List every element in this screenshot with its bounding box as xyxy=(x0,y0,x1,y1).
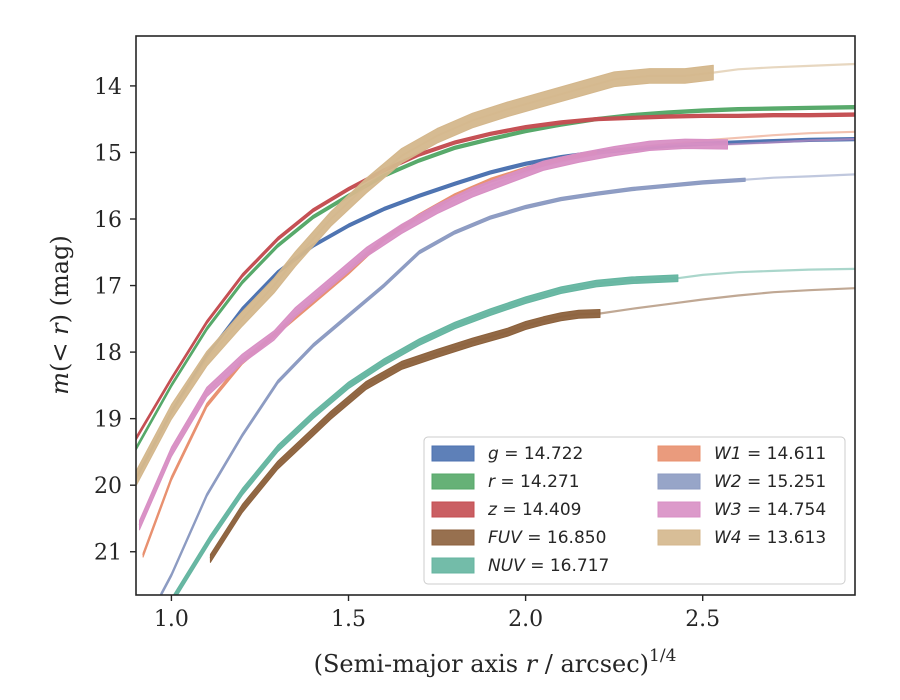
legend-swatch-w4 xyxy=(657,529,701,546)
series-w2-measured-band xyxy=(160,177,746,595)
legend-swatch-w1 xyxy=(657,445,701,462)
series-w3 xyxy=(138,138,855,531)
legend-entry-z: z = 14.409 xyxy=(487,500,581,520)
y-tick-label: 16 xyxy=(94,208,122,233)
y-tick-label: 21 xyxy=(94,541,122,566)
series-w2 xyxy=(159,173,855,595)
x-tick-label: 2.0 xyxy=(508,607,543,632)
legend-swatch-w3 xyxy=(657,501,701,518)
legend-entry-w1: W1 = 14.611 xyxy=(714,444,826,464)
series-nuv-measured-band xyxy=(172,274,679,595)
y-axis-label: m(< r) (mag) xyxy=(46,235,74,395)
legend-swatch-z xyxy=(431,501,475,518)
legend-swatch-fuv xyxy=(431,529,475,546)
legend-entry-w3: W3 = 14.754 xyxy=(714,500,826,520)
legend-swatch-nuv xyxy=(431,557,475,574)
series-nuv xyxy=(172,267,855,595)
y-tick-label: 14 xyxy=(94,75,122,100)
x-tick-label: 1.0 xyxy=(154,607,189,632)
legend-entry-w2: W2 = 15.251 xyxy=(714,472,826,492)
legend-entry-nuv: NUV = 16.717 xyxy=(488,556,609,576)
series-layer xyxy=(136,62,855,595)
legend-box xyxy=(423,436,846,585)
y-tick-label: 18 xyxy=(94,341,122,366)
y-tick-label: 17 xyxy=(94,275,122,300)
series-w3-measured-band xyxy=(139,138,728,531)
legend-swatch-g xyxy=(431,445,475,462)
y-tick-label: 19 xyxy=(94,408,122,433)
legend: g = 14.722 r = 14.271 z = 14.409 FUV = 16.8… xyxy=(423,436,846,585)
plot-frame xyxy=(135,35,856,596)
series-fuv xyxy=(209,287,855,563)
legend-entry-fuv: FUV = 16.850 xyxy=(488,528,606,548)
y-tick-label: 15 xyxy=(94,141,122,166)
legend-entry-w4: W4 = 13.613 xyxy=(714,528,826,548)
ticks-layer: 1.0 1.5 2.0 2.5 14 15 16 17 18 19 20 21 xyxy=(94,75,720,632)
series-w4 xyxy=(136,62,855,487)
series-fuv-measured-band xyxy=(209,309,601,563)
x-axis-label: (Semi-major axis r / arcsec)1/4 xyxy=(314,646,677,678)
legend-swatch-w2 xyxy=(657,473,701,490)
y-tick-label: 20 xyxy=(94,474,122,499)
x-tick-label: 1.5 xyxy=(331,607,366,632)
x-tick-label: 2.5 xyxy=(685,607,720,632)
legend-entry-r: r = 14.271 xyxy=(488,472,580,492)
legend-entry-g: g = 14.722 xyxy=(488,444,583,464)
series-g-measured-band xyxy=(136,137,855,481)
legend-swatch-r xyxy=(431,473,475,490)
series-w4-measured-band xyxy=(136,64,714,487)
